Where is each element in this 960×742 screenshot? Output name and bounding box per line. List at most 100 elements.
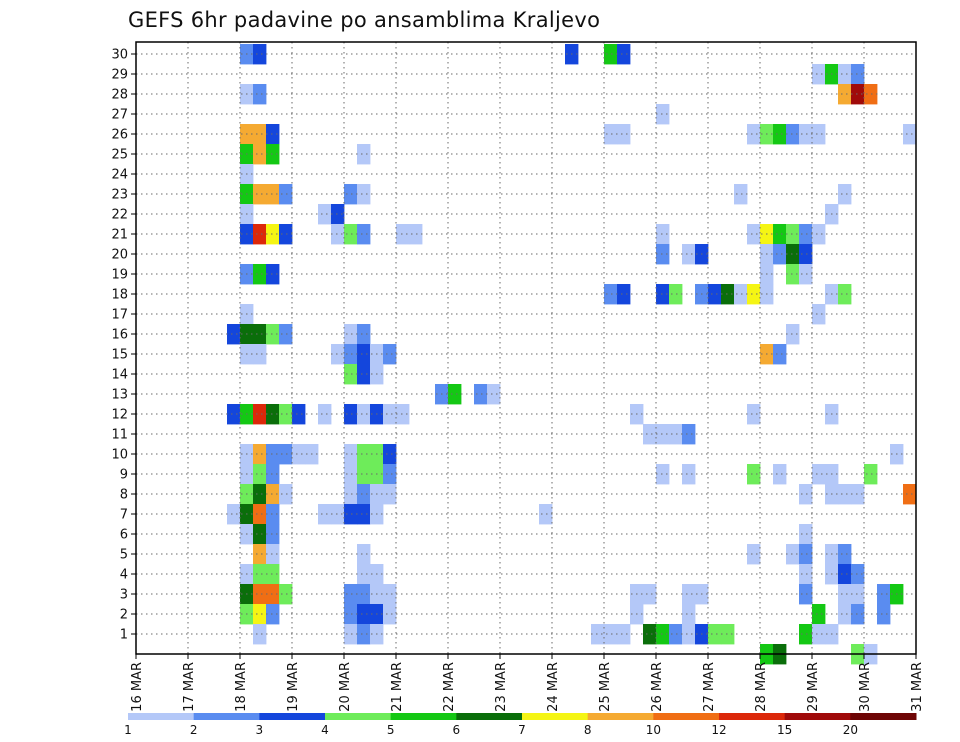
heatmap-cell (786, 544, 800, 565)
y-tick-label: 3 (120, 588, 128, 603)
heatmap-cell (357, 504, 371, 525)
x-tick-label: 24 MAR (546, 662, 561, 712)
heatmap-cell (253, 484, 267, 505)
heatmap-cell (396, 224, 410, 245)
heatmap-cell (357, 564, 371, 585)
heatmap-cell (734, 284, 748, 305)
y-tick-label: 21 (111, 228, 128, 243)
y-tick-label: 10 (111, 448, 128, 463)
heatmap-cell (344, 444, 358, 465)
heatmap-cell (747, 284, 761, 305)
heatmap-cell (799, 224, 813, 245)
heatmap-cell (253, 224, 267, 245)
heatmap-cell (812, 304, 826, 325)
heatmap-cell (877, 584, 891, 605)
heatmap-cell (383, 464, 397, 485)
y-tick-label: 13 (111, 388, 128, 403)
heatmap-cell (253, 264, 267, 285)
y-tick-label: 9 (120, 468, 128, 483)
heatmap-cell (266, 184, 280, 205)
colorbar-label: 7 (518, 723, 526, 737)
heatmap-cell (383, 604, 397, 625)
heatmap-cell (357, 224, 371, 245)
heatmap-cell (591, 624, 605, 645)
heatmap-cell (266, 324, 280, 345)
colorbar-swatch (456, 713, 523, 720)
colorbar-swatch (719, 713, 786, 720)
heatmap-cell (773, 344, 787, 365)
heatmap-cell (279, 444, 293, 465)
heatmap-cell (799, 544, 813, 565)
heatmap-cell (357, 584, 371, 605)
heatmap-cell (357, 444, 371, 465)
heatmap-cell (773, 124, 787, 145)
heatmap-cell (383, 404, 397, 425)
heatmap-cell (734, 184, 748, 205)
heatmap-cell (682, 244, 696, 265)
heatmap-cell (747, 124, 761, 145)
heatmap-cell (877, 604, 891, 625)
x-tick-label: 31 MAR (910, 662, 925, 712)
heatmap-cell (812, 604, 826, 625)
heatmap-cell (669, 624, 683, 645)
heatmap-cell (357, 484, 371, 505)
heatmap-cell (357, 604, 371, 625)
heatmap-cell (279, 324, 293, 345)
colorbar-swatch (587, 713, 654, 720)
x-tick-label: 23 MAR (494, 662, 509, 712)
plot-frame (135, 41, 917, 655)
heatmap-cell (266, 564, 280, 585)
heatmap-cell (344, 344, 358, 365)
heatmap-cell (253, 124, 267, 145)
heatmap-cell (266, 124, 280, 145)
colorbar-label: 1 (124, 723, 132, 737)
heatmap-cell (838, 484, 852, 505)
heatmap-cell (227, 404, 241, 425)
y-tick-label: 2 (120, 608, 128, 623)
heatmap-cell (747, 404, 761, 425)
heatmap-cell (266, 604, 280, 625)
heatmap-cell (331, 204, 345, 225)
heatmap-cell (851, 64, 865, 85)
y-tick-label: 7 (120, 508, 128, 523)
y-tick-label: 27 (111, 108, 128, 123)
heatmap-cell (253, 544, 267, 565)
heatmap-cell (773, 224, 787, 245)
heatmap-cell (747, 544, 761, 565)
heatmap-cell (357, 344, 371, 365)
heatmap-cell (799, 484, 813, 505)
colorbar-swatch (653, 713, 720, 720)
colorbar-label: 10 (646, 723, 661, 737)
heatmap-cell (838, 64, 852, 85)
heatmap-cell (383, 484, 397, 505)
heatmap-cell (253, 324, 267, 345)
heatmap-cell (227, 504, 241, 525)
heatmap-cell (747, 224, 761, 245)
heatmap-cell (773, 464, 787, 485)
heatmap-cell (448, 384, 462, 405)
heatmap-cell (318, 404, 332, 425)
colorbar-swatch (193, 713, 260, 720)
heatmap-cell (266, 404, 280, 425)
y-tick-label: 5 (120, 548, 128, 563)
heatmap-cell (682, 424, 696, 445)
heatmap-cell (799, 584, 813, 605)
y-tick-label: 4 (120, 568, 128, 583)
x-tick-label: 30 MAR (858, 662, 873, 712)
y-tick-label: 8 (120, 488, 128, 503)
heatmap-cell (838, 84, 852, 105)
heatmap-cell (656, 244, 670, 265)
heatmap-cell (266, 264, 280, 285)
heatmap-cell (292, 444, 306, 465)
heatmap-cells (227, 44, 916, 665)
x-tick-label: 27 MAR (702, 662, 717, 712)
heatmap-cell (253, 604, 267, 625)
colorbar-label: 6 (453, 723, 461, 737)
y-tick-label: 25 (111, 148, 128, 163)
y-tick-label: 11 (111, 428, 128, 443)
heatmap-cell (799, 624, 813, 645)
heatmap-cell (682, 604, 696, 625)
heatmap-cell (656, 284, 670, 305)
heatmap-cell (617, 44, 631, 65)
colorbar-label: 8 (584, 723, 592, 737)
